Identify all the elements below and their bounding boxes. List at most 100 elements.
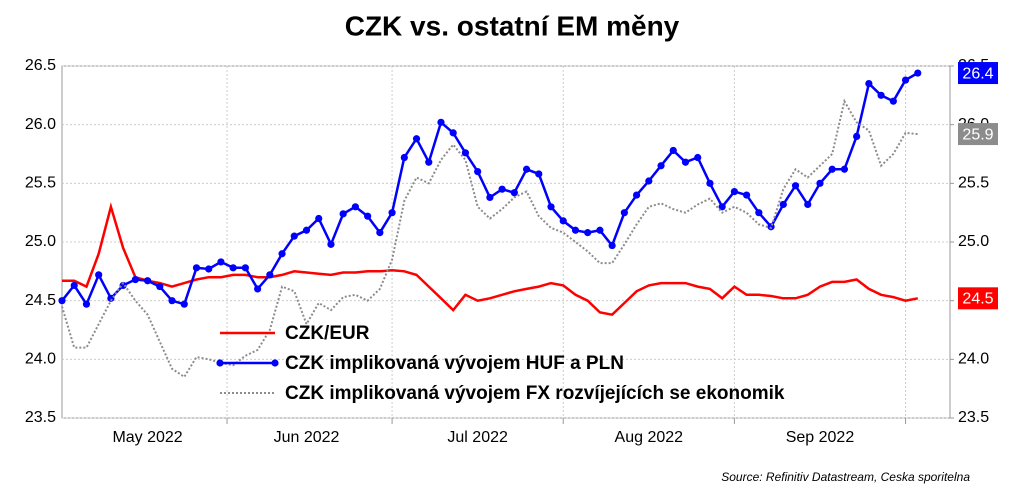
point-marker — [95, 271, 103, 279]
point-marker — [266, 271, 274, 279]
point-marker — [645, 177, 653, 185]
point-marker — [58, 297, 66, 305]
point-marker — [620, 209, 628, 217]
point-marker — [877, 91, 885, 99]
point-marker — [192, 264, 201, 272]
point-marker — [694, 153, 702, 162]
y2-tick-label: 25.0 — [958, 233, 989, 250]
point-marker — [559, 217, 567, 225]
point-marker — [840, 165, 849, 173]
series-line — [62, 202, 919, 317]
point-marker — [901, 76, 910, 84]
end-label: 26.4 — [962, 65, 993, 82]
point-marker — [730, 187, 738, 196]
point-marker — [388, 209, 396, 217]
point-marker — [657, 162, 665, 170]
series-line — [61, 71, 919, 307]
point-marker — [486, 193, 494, 202]
point-marker — [547, 203, 555, 211]
point-marker — [229, 264, 237, 272]
y2-tick-label: 23.5 — [958, 409, 989, 426]
point-marker — [828, 165, 836, 173]
y2-tick-label: 24.0 — [958, 351, 989, 368]
y-tick-label: 24.0 — [25, 351, 56, 368]
point-marker — [779, 200, 787, 209]
point-marker — [816, 179, 824, 187]
point-marker — [608, 241, 616, 250]
point-marker — [791, 182, 800, 190]
point-marker — [168, 297, 176, 305]
y2-tick-label: 25.5 — [958, 175, 989, 192]
point-marker — [400, 153, 408, 162]
point-marker — [522, 165, 531, 173]
legend-marker — [271, 359, 279, 367]
y-tick-label: 25.5 — [25, 175, 56, 192]
point-marker — [70, 281, 78, 290]
point-marker — [596, 226, 604, 234]
point-marker — [351, 203, 360, 211]
point-marker — [437, 118, 445, 126]
point-marker — [180, 300, 188, 308]
point-marker — [718, 203, 726, 211]
point-marker — [669, 146, 677, 155]
end-label: 25.9 — [962, 126, 993, 143]
end-label: 24.5 — [962, 291, 993, 308]
x-tick-label: May 2022 — [112, 429, 182, 446]
series-line — [61, 98, 918, 379]
point-marker — [632, 191, 641, 199]
point-marker — [865, 80, 873, 88]
point-marker — [217, 258, 225, 266]
chart-title: CZK vs. ostatní EM měny — [345, 10, 680, 41]
x-tick-label: Jul 2022 — [447, 429, 508, 446]
point-marker — [914, 69, 922, 77]
x-tick-label: Jun 2022 — [274, 429, 340, 446]
point-marker — [804, 200, 812, 209]
point-marker — [535, 170, 543, 178]
point-marker — [755, 209, 763, 217]
point-marker — [290, 232, 298, 240]
point-marker — [681, 158, 690, 166]
point-marker — [82, 300, 91, 308]
point-marker — [498, 185, 506, 193]
end-badge — [958, 62, 998, 85]
point-marker — [584, 229, 592, 237]
x-tick-label: Sep 2022 — [786, 429, 855, 446]
point-marker — [706, 179, 714, 187]
legend-label: CZK implikovaná vývojem FX rozvíjejících… — [285, 383, 785, 404]
point-marker — [449, 129, 457, 137]
point-marker — [131, 275, 139, 284]
y-tick-label: 26.5 — [25, 57, 56, 74]
point-marker — [571, 226, 580, 234]
y-tick-label: 23.5 — [25, 409, 56, 426]
y-tick-label: 24.5 — [25, 292, 56, 309]
point-marker — [461, 149, 470, 157]
point-marker — [767, 223, 775, 231]
point-marker — [254, 285, 262, 293]
legend-marker — [216, 359, 224, 367]
end-badge — [958, 287, 998, 310]
point-marker — [412, 135, 421, 143]
end-badge — [958, 123, 998, 146]
point-marker — [743, 191, 751, 199]
legend-label: CZK implikovaná vývojem HUF a PLN — [285, 353, 624, 374]
point-marker — [156, 282, 164, 291]
y-tick-label: 25.0 — [25, 233, 56, 250]
point-marker — [425, 158, 433, 166]
point-marker — [302, 226, 311, 234]
point-marker — [889, 97, 897, 105]
point-marker — [327, 240, 335, 248]
point-marker — [241, 264, 249, 272]
point-marker — [364, 212, 372, 220]
point-marker — [278, 250, 286, 258]
point-marker — [143, 277, 152, 285]
point-marker — [376, 229, 384, 237]
x-tick-label: Aug 2022 — [615, 429, 684, 446]
point-marker — [205, 265, 213, 273]
legend-label: CZK/EUR — [285, 323, 370, 344]
y-tick-label: 26.0 — [25, 116, 56, 133]
source-note: Source: Refinitiv Datastream, Ceska spor… — [721, 470, 970, 484]
point-marker — [339, 210, 347, 218]
point-marker — [474, 168, 482, 176]
point-marker — [853, 132, 861, 140]
